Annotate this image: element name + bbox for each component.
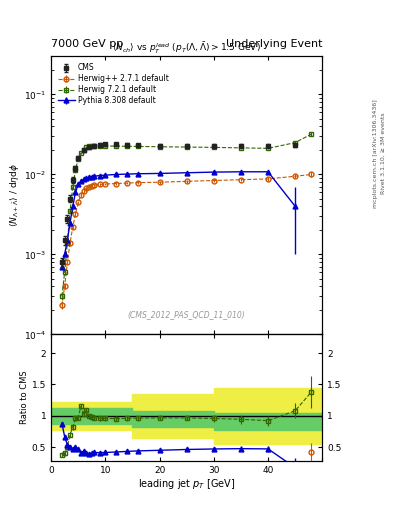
Text: 7000 GeV pp: 7000 GeV pp — [51, 38, 123, 49]
X-axis label: leading jet $p_T$ [GeV]: leading jet $p_T$ [GeV] — [138, 477, 235, 492]
Text: Rivet 3.1.10, ≥ 3M events: Rivet 3.1.10, ≥ 3M events — [381, 113, 386, 195]
Y-axis label: Ratio to CMS: Ratio to CMS — [20, 371, 29, 424]
Text: (CMS_2012_PAS_QCD_11_010): (CMS_2012_PAS_QCD_11_010) — [128, 310, 246, 319]
Title: $\langle N_{ch}\rangle$ vs $p_T^{lead}$ ($p_T(\Lambda,\bar{\Lambda}) > 1.5$ GeV): $\langle N_{ch}\rangle$ vs $p_T^{lead}$ … — [112, 41, 261, 56]
Text: Underlying Event: Underlying Event — [226, 38, 322, 49]
Y-axis label: $\langle N_{\Lambda+\bar{\Lambda}}\rangle$ / d$\eta$d$\phi$: $\langle N_{\Lambda+\bar{\Lambda}}\rangl… — [8, 163, 21, 227]
Text: mcplots.cern.ch [arXiv:1306.3436]: mcplots.cern.ch [arXiv:1306.3436] — [373, 99, 378, 208]
Legend: CMS, Herwig++ 2.7.1 default, Herwig 7.2.1 default, Pythia 8.308 default: CMS, Herwig++ 2.7.1 default, Herwig 7.2.… — [57, 62, 170, 106]
